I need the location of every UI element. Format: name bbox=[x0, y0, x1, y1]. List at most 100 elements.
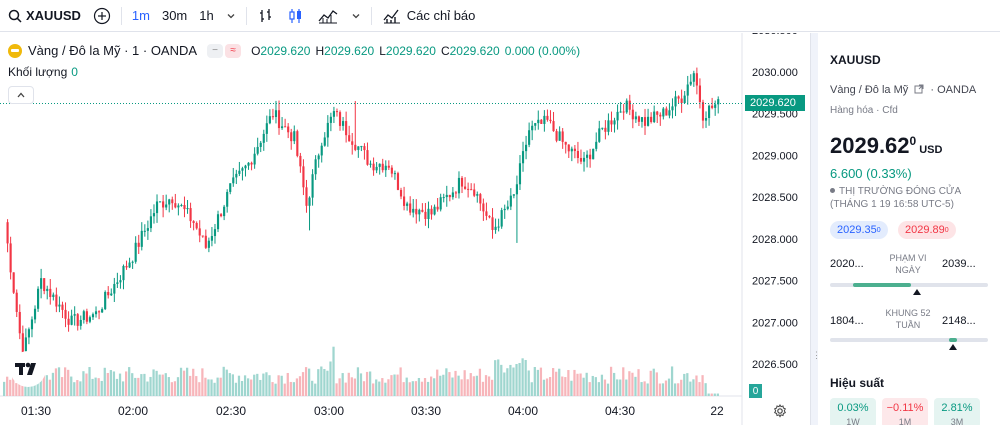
volume-bar bbox=[67, 369, 70, 396]
candle-body bbox=[186, 208, 189, 210]
candle-body bbox=[491, 217, 494, 230]
interval-1h[interactable]: 1h bbox=[199, 8, 214, 23]
last-price: 2029.620USD bbox=[830, 133, 943, 158]
indicators-button[interactable]: Các chỉ báo bbox=[376, 0, 482, 32]
bid-price: 2029.35 0 bbox=[830, 221, 888, 239]
volume-bar bbox=[420, 381, 424, 396]
candle-body bbox=[259, 142, 262, 147]
volume-bar bbox=[91, 378, 94, 396]
candle-style-button[interactable] bbox=[281, 0, 311, 32]
candle-body bbox=[284, 126, 287, 128]
volume-bar bbox=[326, 370, 329, 396]
volume-bar bbox=[253, 374, 256, 396]
chart-settings-icon[interactable] bbox=[773, 404, 787, 421]
tradingview-logo[interactable] bbox=[10, 351, 46, 387]
volume-bar bbox=[365, 371, 369, 396]
candle-body bbox=[628, 100, 631, 110]
candle-body bbox=[198, 228, 201, 236]
performance-title: Hiệu suất bbox=[830, 376, 885, 390]
candle-body bbox=[308, 197, 311, 206]
candle-body bbox=[229, 183, 232, 192]
volume-bar bbox=[308, 368, 311, 396]
interval-1m[interactable]: 1m bbox=[131, 8, 150, 23]
candle-body bbox=[393, 173, 396, 175]
volume-bar bbox=[207, 379, 210, 396]
candle-body bbox=[650, 116, 653, 122]
volume-bar bbox=[335, 383, 338, 396]
volume-bar bbox=[103, 367, 106, 396]
interval-30m[interactable]: 30m bbox=[161, 8, 188, 23]
perf-1w[interactable]: 0.03% 1W bbox=[830, 398, 876, 425]
y-tick-label: 2029.000 bbox=[752, 150, 798, 162]
candle-body bbox=[162, 201, 165, 208]
candle-body bbox=[104, 291, 107, 310]
perf-1m[interactable]: −0.11% 1M bbox=[882, 398, 928, 425]
interval-dropdown[interactable] bbox=[220, 0, 242, 32]
volume-bar bbox=[362, 381, 366, 396]
external-link-icon[interactable] bbox=[914, 84, 924, 94]
perf-3m[interactable]: 2.81% 3M bbox=[934, 398, 980, 425]
volume-bar bbox=[125, 371, 128, 396]
volume-bar bbox=[439, 375, 442, 396]
toolbar-divider bbox=[245, 6, 247, 25]
candle-body bbox=[91, 314, 95, 318]
volume-bar bbox=[176, 377, 180, 396]
volume-bar bbox=[710, 393, 713, 396]
candle-body bbox=[564, 141, 567, 145]
candle-body bbox=[30, 319, 34, 330]
candle-body bbox=[387, 165, 390, 168]
candle-body bbox=[573, 148, 576, 152]
volume-bar bbox=[497, 359, 500, 396]
volume-bar bbox=[158, 374, 161, 396]
volume-bar bbox=[558, 368, 561, 396]
candle-body bbox=[98, 311, 101, 313]
series-settings-icon[interactable]: ≈ bbox=[225, 43, 242, 58]
symbol-search[interactable]: XAUUSD bbox=[0, 0, 87, 32]
volume-bar bbox=[658, 383, 661, 396]
candle-body bbox=[384, 165, 387, 171]
candle-body bbox=[43, 278, 46, 292]
volume-bar bbox=[414, 381, 417, 396]
y-tick-label: 2028.000 bbox=[752, 234, 798, 246]
volume-bar bbox=[430, 376, 433, 396]
week52-range-marker bbox=[949, 344, 958, 350]
volume-bar bbox=[533, 367, 536, 396]
volume-bar bbox=[426, 381, 430, 396]
volume-bar bbox=[3, 381, 6, 396]
drag-handle-icon[interactable]: ⋮ bbox=[812, 350, 821, 360]
hide-series-icon[interactable]: − bbox=[207, 43, 224, 58]
panel-resize-handle[interactable] bbox=[810, 33, 818, 425]
candle-body bbox=[448, 194, 451, 198]
volume-bar bbox=[182, 370, 186, 396]
candle-body bbox=[479, 194, 482, 204]
collapse-legend-button[interactable] bbox=[8, 86, 34, 104]
candle-body bbox=[421, 209, 424, 212]
candle-body bbox=[592, 148, 595, 160]
candle-body bbox=[348, 135, 351, 142]
area-style-button[interactable] bbox=[311, 0, 345, 32]
chart-area[interactable]: 2026.500 2027.000 2027.500 2028.000 2028.500… bbox=[0, 33, 810, 425]
volume-bar bbox=[454, 370, 457, 396]
candle-body bbox=[305, 187, 308, 206]
candle-body bbox=[116, 282, 119, 284]
candle-body bbox=[220, 214, 223, 217]
chart-style-dropdown[interactable] bbox=[345, 0, 367, 32]
bar-style-button[interactable] bbox=[251, 0, 281, 32]
candle-body bbox=[598, 128, 601, 142]
candle-body bbox=[610, 120, 613, 125]
candle-body bbox=[250, 162, 253, 165]
volume-bar bbox=[149, 376, 152, 396]
candle-body bbox=[287, 126, 290, 133]
candle-body bbox=[460, 177, 464, 187]
volume-bar bbox=[567, 370, 570, 396]
candle-body bbox=[528, 130, 531, 145]
volume-bar bbox=[289, 381, 292, 396]
candle-body bbox=[665, 108, 668, 116]
instrument-name-link[interactable]: Vàng / Đô la Mỹ bbox=[830, 84, 909, 96]
week52-range-low: 1804... bbox=[830, 315, 864, 327]
candle-body bbox=[589, 154, 592, 160]
price-chart[interactable]: 2026.500 2027.000 2027.500 2028.000 2028.500… bbox=[0, 33, 810, 425]
candle-body bbox=[320, 145, 323, 156]
candle-body bbox=[689, 81, 692, 85]
compare-button[interactable] bbox=[87, 0, 117, 32]
